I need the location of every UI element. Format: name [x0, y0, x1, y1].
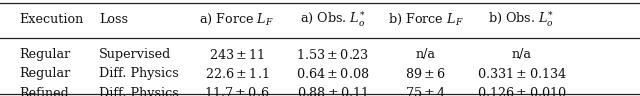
Text: $0.126 \pm 0.010$: $0.126 \pm 0.010$	[477, 86, 566, 96]
Text: a) Obs. $L_{o}^{*}$: a) Obs. $L_{o}^{*}$	[300, 10, 365, 29]
Text: b) Obs. $L_{o}^{*}$: b) Obs. $L_{o}^{*}$	[488, 10, 555, 29]
Text: n/a: n/a	[511, 48, 532, 61]
Text: Execution: Execution	[19, 13, 83, 26]
Text: $0.64 \pm 0.08$: $0.64 \pm 0.08$	[296, 67, 369, 81]
Text: $1.53 \pm 0.23$: $1.53 \pm 0.23$	[296, 48, 369, 62]
Text: $89 \pm 6$: $89 \pm 6$	[405, 67, 446, 81]
Text: $0.331 \pm 0.134$: $0.331 \pm 0.134$	[477, 67, 566, 81]
Text: Regular: Regular	[19, 48, 70, 61]
Text: $11.7 \pm 0.6$: $11.7 \pm 0.6$	[204, 86, 269, 96]
Text: $0.88 \pm 0.11$: $0.88 \pm 0.11$	[297, 86, 369, 96]
Text: Refined: Refined	[19, 87, 69, 96]
Text: b) Force $L_{F}$: b) Force $L_{F}$	[388, 12, 463, 27]
Text: Supervised: Supervised	[99, 48, 172, 61]
Text: $243 \pm 11$: $243 \pm 11$	[209, 48, 265, 62]
Text: Diff. Physics: Diff. Physics	[99, 67, 179, 80]
Text: $75 \pm 4$: $75 \pm 4$	[405, 86, 446, 96]
Text: Diff. Physics: Diff. Physics	[99, 87, 179, 96]
Text: Regular: Regular	[19, 67, 70, 80]
Text: a) Force $L_{F}$: a) Force $L_{F}$	[199, 12, 275, 27]
Text: $22.6 \pm 1.1$: $22.6 \pm 1.1$	[205, 67, 269, 81]
Text: Loss: Loss	[99, 13, 128, 26]
Text: n/a: n/a	[415, 48, 436, 61]
